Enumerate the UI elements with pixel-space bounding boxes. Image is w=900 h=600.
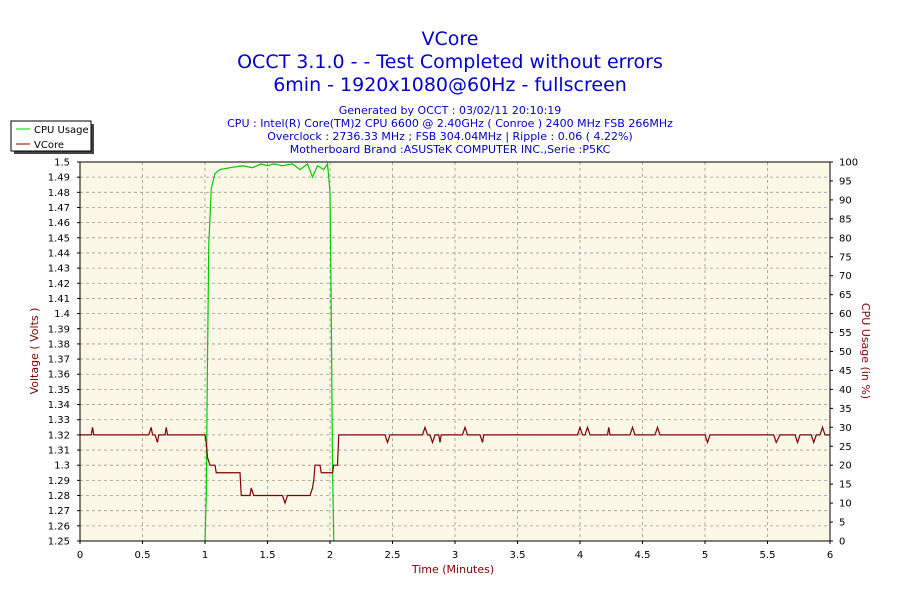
- x-tick-label: 0.5: [135, 550, 151, 561]
- y-right-tick-label: 25: [839, 442, 852, 453]
- series-layer: [80, 162, 830, 542]
- y-right-tick-label: 10: [839, 499, 852, 510]
- chart-subtitle-test: OCCT 3.1.0 - - Test Completed without er…: [237, 51, 663, 73]
- info-generated: Generated by OCCT : 03/02/11 20:10:19: [339, 104, 562, 117]
- y-right-tick-label: 100: [839, 158, 858, 169]
- y-left-tick-label: 1.3: [54, 461, 70, 472]
- y-right-tick-label: 85: [839, 214, 852, 225]
- x-tick-label: 2.5: [385, 550, 401, 561]
- y-left-tick-label: 1.4: [54, 309, 70, 320]
- y-right-tick-label: 55: [839, 328, 852, 339]
- y-right-tick-label: 45: [839, 366, 852, 377]
- y-right-tick-label: 5: [839, 518, 845, 529]
- y-left-tick-label: 1.31: [48, 446, 70, 457]
- legend: CPU Usage VCore: [10, 120, 94, 154]
- x-tick-label: 5: [702, 550, 708, 561]
- info-overclock: Overclock : 2736.33 MHz ; FSB 304.04MHz …: [267, 130, 632, 143]
- y-left-tick-label: 1.5: [54, 158, 70, 169]
- x-tick-label: 3: [452, 550, 458, 561]
- x-tick-label: 4: [577, 550, 583, 561]
- y-left-tick-label: 1.26: [48, 521, 70, 532]
- x-tick-label: 2: [327, 550, 333, 561]
- series-line-vcore: [80, 425, 830, 506]
- x-tick-label: 4.5: [635, 550, 651, 561]
- legend-label-vcore: VCore: [34, 140, 64, 151]
- series-line-cpu-usage: [204, 162, 335, 542]
- y-axis-left-label: Voltage ( Volts ): [28, 308, 41, 395]
- y-right-tick-label: 75: [839, 252, 852, 263]
- plot-area: [80, 162, 830, 541]
- y-axis-right-label: CPU Usage (in %): [859, 303, 872, 399]
- y-right-tick-label: 50: [839, 347, 852, 358]
- y-left-tick-label: 1.43: [48, 264, 70, 275]
- y-left-tick-label: 1.27: [48, 506, 70, 517]
- y-right-tick-label: 95: [839, 176, 852, 187]
- y-left-tick-label: 1.39: [48, 324, 70, 335]
- chart-subtitle-mode: 6min - 1920x1080@60Hz - fullscreen: [273, 74, 627, 96]
- legend-box: [10, 120, 92, 152]
- y-right-tick-label: 80: [839, 233, 852, 244]
- x-axis-label: Time (Minutes): [411, 563, 494, 576]
- info-cpu: CPU : Intel(R) Core(TM)2 CPU 6600 @ 2.40…: [227, 117, 673, 130]
- x-tick-label: 0: [77, 550, 83, 561]
- chart-title: VCore: [422, 28, 479, 50]
- y-left-tick-label: 1.33: [48, 415, 70, 426]
- y-right-tick-label: 90: [839, 195, 852, 206]
- y-left-tick-label: 1.35: [48, 385, 70, 396]
- x-tick-label: 5.5: [760, 550, 776, 561]
- y-left-tick-label: 1.49: [48, 173, 70, 184]
- y-left-tick-label: 1.28: [48, 491, 70, 502]
- x-tick-label: 3.5: [510, 550, 526, 561]
- y-right-tick-label: 40: [839, 385, 852, 396]
- y-left-tick-label: 1.29: [48, 476, 70, 487]
- y-left-tick-label: 1.36: [48, 370, 70, 381]
- y-right-tick-label: 15: [839, 480, 852, 491]
- y-left-tick-label: 1.32: [48, 430, 70, 441]
- x-tick-label: 6: [827, 550, 833, 561]
- y-left-tick-label: 1.37: [48, 355, 70, 366]
- y-left-tick-label: 1.38: [48, 339, 70, 350]
- axis-ticks: 1.25 1.26 1.27 1.28 1.29 1.3 1.31 1.32 1.33 1.34 1…: [48, 158, 858, 562]
- y-left-tick-label: 1.42: [48, 279, 70, 290]
- x-tick-label: 1: [202, 550, 208, 561]
- y-right-tick-label: 30: [839, 423, 852, 434]
- y-right-tick-label: 0: [839, 537, 845, 548]
- legend-label-cpu-usage: CPU Usage: [34, 125, 89, 136]
- y-left-tick-label: 1.44: [48, 248, 70, 259]
- y-right-tick-label: 20: [839, 461, 852, 472]
- x-tick-label: 1.5: [260, 550, 276, 561]
- y-right-tick-label: 35: [839, 404, 852, 415]
- y-left-tick-label: 1.25: [48, 537, 70, 548]
- y-left-tick-label: 1.46: [48, 218, 70, 229]
- y-right-tick-label: 60: [839, 309, 852, 320]
- y-left-tick-label: 1.47: [48, 203, 70, 214]
- y-right-tick-label: 70: [839, 271, 852, 282]
- y-right-tick-label: 65: [839, 290, 852, 301]
- y-left-tick-label: 1.45: [48, 233, 70, 244]
- y-left-tick-label: 1.34: [48, 400, 70, 411]
- info-motherboard: Motherboard Brand :ASUSTeK COMPUTER INC.…: [290, 143, 611, 156]
- y-left-tick-label: 1.48: [48, 188, 70, 199]
- y-left-tick-label: 1.41: [48, 294, 70, 305]
